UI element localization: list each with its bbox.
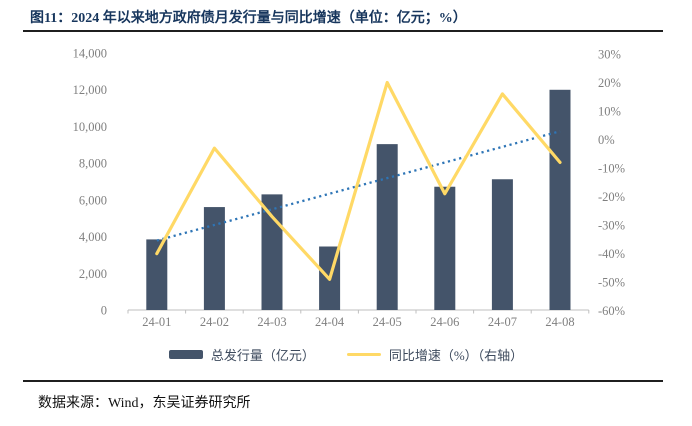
svg-text:-60%: -60% — [598, 304, 625, 318]
svg-text:24-01: 24-01 — [142, 315, 171, 329]
svg-text:24-04: 24-04 — [315, 315, 345, 329]
svg-text:20%: 20% — [598, 76, 621, 90]
svg-text:24-06: 24-06 — [430, 315, 459, 329]
legend-label-issuance: 总发行量（亿元） — [210, 348, 315, 363]
legend-label-yoy: 同比增速（%）（右轴） — [388, 348, 524, 363]
bond-issuance-chart: 14,000 12,000 10,000 8,000 6,000 4,000 2,000 0 3… — [73, 47, 625, 330]
svg-text:2,000: 2,000 — [79, 267, 107, 281]
svg-text:30%: 30% — [598, 48, 621, 62]
svg-text:10,000: 10,000 — [73, 120, 107, 134]
svg-text:12,000: 12,000 — [73, 83, 107, 97]
title-divider — [23, 30, 663, 32]
svg-text:-40%: -40% — [598, 247, 625, 261]
svg-text:24-07: 24-07 — [488, 315, 517, 329]
data-source: 数据来源：Wind，东吴证券研究所 — [38, 396, 251, 411]
footer-divider — [23, 380, 663, 382]
chart-legend: 总发行量（亿元） 同比增速（%）（右轴） — [0, 345, 692, 364]
svg-text:-20%: -20% — [598, 190, 625, 204]
bar-series-swatch-icon — [168, 350, 203, 359]
legend-item-issuance: 总发行量（亿元） — [168, 345, 315, 364]
svg-text:-50%: -50% — [598, 276, 625, 290]
bars-group — [146, 89, 571, 310]
svg-text:-10%: -10% — [598, 162, 625, 176]
svg-text:14,000: 14,000 — [73, 47, 107, 61]
x-axis: 24-01 24-02 24-03 24-04 24-05 24-06 24-07 24-08 — [127, 309, 590, 329]
svg-text:0: 0 — [101, 304, 107, 318]
left-axis-labels: 14,000 12,000 10,000 8,000 6,000 4,000 2,000 0 — [73, 47, 107, 318]
svg-text:8,000: 8,000 — [79, 157, 107, 171]
right-axis-labels: 30% 20% 10% 0% -10% -20% -30% -40% -50% -60% — [598, 48, 625, 319]
legend-item-yoy: 同比增速（%）（右轴） — [346, 345, 524, 364]
svg-text:6,000: 6,000 — [79, 193, 107, 207]
line-series-swatch-icon — [346, 352, 381, 357]
svg-text:-30%: -30% — [598, 219, 625, 233]
svg-text:10%: 10% — [598, 105, 621, 119]
figure-title: 图11：2024 年以来地方政府债月发行量与同比增速（单位：亿元；%） — [30, 11, 467, 26]
svg-text:24-08: 24-08 — [545, 315, 574, 329]
svg-text:24-05: 24-05 — [373, 315, 402, 329]
svg-text:24-02: 24-02 — [200, 315, 229, 329]
yoy-growth-line — [155, 80, 562, 281]
svg-text:24-03: 24-03 — [257, 315, 286, 329]
svg-text:4,000: 4,000 — [79, 230, 107, 244]
svg-text:0%: 0% — [598, 133, 615, 147]
